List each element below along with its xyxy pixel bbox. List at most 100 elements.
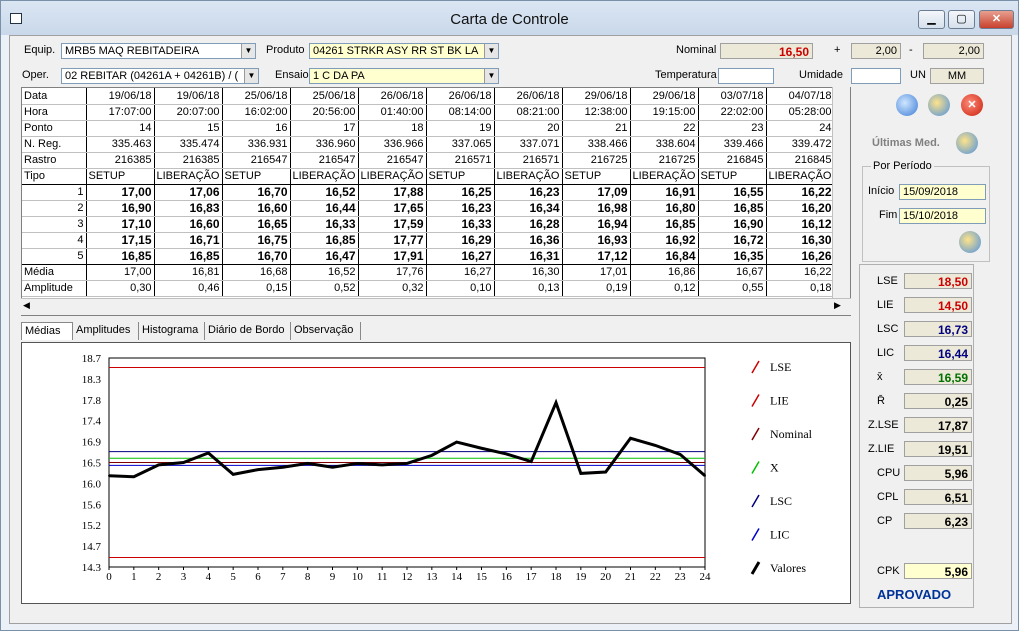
table-cell[interactable]: 335.474 xyxy=(154,136,223,153)
table-cell[interactable]: 16,28 xyxy=(494,216,563,233)
table-cell[interactable]: 339.466 xyxy=(698,136,767,153)
equip-select[interactable]: MRB5 MAQ REBITADEIRA ▼ xyxy=(61,43,256,59)
table-cell[interactable]: 16,85 xyxy=(698,200,767,217)
table-cell[interactable]: 216725 xyxy=(630,152,699,169)
table-cell[interactable]: 16,27 xyxy=(426,264,495,281)
table-cell[interactable]: 16,71 xyxy=(154,232,223,249)
produto-select[interactable]: 04261 STRKR ASY RR ST BK LA ▼ xyxy=(309,43,499,59)
table-cell[interactable]: 19/06/18 xyxy=(154,88,223,105)
table-cell[interactable]: SETUP xyxy=(698,168,767,185)
table-cell[interactable]: 21 xyxy=(562,120,631,137)
table-cell[interactable]: 05:28:00 xyxy=(766,104,835,121)
table-cell[interactable]: 17,91 xyxy=(358,248,427,265)
data-grid[interactable]: Data 19/06/18 19/06/18 25/06/18 25/06/18 26/0… xyxy=(21,87,851,316)
table-cell[interactable]: 16,80 xyxy=(630,200,699,217)
table-cell[interactable]: 01:40:00 xyxy=(358,104,427,121)
table-cell[interactable]: 14 xyxy=(86,120,155,137)
table-cell[interactable]: 336.960 xyxy=(290,136,359,153)
table-cell[interactable]: 15 xyxy=(154,120,223,137)
tab-1[interactable]: Amplitudes xyxy=(73,322,139,340)
table-cell[interactable]: LIBERAÇÃO xyxy=(290,168,359,185)
table-cell[interactable]: 0,55 xyxy=(698,280,767,297)
table-cell[interactable]: 0,18 xyxy=(766,280,835,297)
table-cell[interactable]: LIBERAÇÃO xyxy=(766,168,835,185)
print-icon[interactable] xyxy=(896,94,918,116)
table-cell[interactable]: 16,70 xyxy=(222,184,291,201)
table-cell[interactable]: 17,06 xyxy=(154,184,223,201)
table-cell[interactable]: 16,33 xyxy=(290,216,359,233)
close-button[interactable]: ✕ xyxy=(979,10,1014,29)
table-cell[interactable]: 16,83 xyxy=(154,200,223,217)
table-cell[interactable]: 0,10 xyxy=(426,280,495,297)
maximize-button[interactable]: ▢ xyxy=(948,10,975,29)
cancel-icon[interactable]: ✕ xyxy=(961,94,983,116)
table-cell[interactable]: 29/06/18 xyxy=(630,88,699,105)
table-cell[interactable]: 16,67 xyxy=(698,264,767,281)
table-cell[interactable]: 22 xyxy=(630,120,699,137)
table-cell[interactable]: 16,60 xyxy=(154,216,223,233)
table-cell[interactable]: 16,86 xyxy=(630,264,699,281)
table-cell[interactable]: 16:02:00 xyxy=(222,104,291,121)
table-cell[interactable]: 16,91 xyxy=(630,184,699,201)
table-cell[interactable]: 336.966 xyxy=(358,136,427,153)
table-cell[interactable]: 16,85 xyxy=(290,232,359,249)
table-cell[interactable]: 16,85 xyxy=(154,248,223,265)
tab-4[interactable]: Observação xyxy=(291,322,361,340)
table-cell[interactable]: 18 xyxy=(358,120,427,137)
table-cell[interactable]: 17,10 xyxy=(86,216,155,233)
table-cell[interactable]: 29/06/18 xyxy=(562,88,631,105)
table-cell[interactable]: 25/06/18 xyxy=(222,88,291,105)
table-cell[interactable]: 16,31 xyxy=(494,248,563,265)
table-cell[interactable]: 16,84 xyxy=(630,248,699,265)
table-cell[interactable]: 216385 xyxy=(86,152,155,169)
table-cell[interactable]: 216845 xyxy=(698,152,767,169)
table-cell[interactable]: 0,46 xyxy=(154,280,223,297)
table-cell[interactable]: 216725 xyxy=(562,152,631,169)
table-cell[interactable]: 16,22 xyxy=(766,264,835,281)
table-cell[interactable]: 0,32 xyxy=(358,280,427,297)
table-cell[interactable]: 16,34 xyxy=(494,200,563,217)
table-cell[interactable]: 25/06/18 xyxy=(290,88,359,105)
table-cell[interactable]: 16,94 xyxy=(562,216,631,233)
table-cell[interactable]: 16,25 xyxy=(426,184,495,201)
table-cell[interactable]: 16,33 xyxy=(426,216,495,233)
table-cell[interactable]: LIBERAÇÃO xyxy=(154,168,223,185)
table-cell[interactable]: SETUP xyxy=(86,168,155,185)
table-cell[interactable]: 16,36 xyxy=(494,232,563,249)
table-cell[interactable]: 216571 xyxy=(426,152,495,169)
table-cell[interactable]: LIBERAÇÃO xyxy=(630,168,699,185)
table-cell[interactable]: LIBERAÇÃO xyxy=(494,168,563,185)
table-cell[interactable]: 16,35 xyxy=(698,248,767,265)
table-cell[interactable]: 338.604 xyxy=(630,136,699,153)
table-cell[interactable]: 12:38:00 xyxy=(562,104,631,121)
table-cell[interactable]: 0,12 xyxy=(630,280,699,297)
scroll-right-icon[interactable]: ▶ xyxy=(834,300,841,310)
table-cell[interactable]: 16,29 xyxy=(426,232,495,249)
table-cell[interactable]: SETUP xyxy=(562,168,631,185)
table-cell[interactable]: 20:07:00 xyxy=(154,104,223,121)
table-cell[interactable]: 16,22 xyxy=(766,184,835,201)
table-cell[interactable]: 337.071 xyxy=(494,136,563,153)
table-cell[interactable]: 16,23 xyxy=(426,200,495,217)
table-cell[interactable]: 16,70 xyxy=(222,248,291,265)
table-cell[interactable]: 23 xyxy=(698,120,767,137)
table-cell[interactable]: 17,65 xyxy=(358,200,427,217)
table-cell[interactable]: 20 xyxy=(494,120,563,137)
tab-2[interactable]: Histograma xyxy=(139,322,205,340)
table-cell[interactable]: 16,65 xyxy=(222,216,291,233)
table-cell[interactable]: 16,98 xyxy=(562,200,631,217)
table-cell[interactable]: 17,12 xyxy=(562,248,631,265)
table-cell[interactable]: 339.472 xyxy=(766,136,835,153)
table-cell[interactable]: 16,27 xyxy=(426,248,495,265)
table-cell[interactable]: 0,13 xyxy=(494,280,563,297)
table-cell[interactable]: 16,20 xyxy=(766,200,835,217)
table-cell[interactable]: 16,92 xyxy=(630,232,699,249)
oper-select[interactable]: 02 REBITAR (04261A + 04261B) / (▼ xyxy=(61,68,259,84)
table-cell[interactable]: 16,85 xyxy=(86,248,155,265)
refresh-icon[interactable] xyxy=(928,94,950,116)
vertical-scrollbar[interactable] xyxy=(832,87,850,298)
table-cell[interactable]: SETUP xyxy=(426,168,495,185)
table-cell[interactable]: 22:02:00 xyxy=(698,104,767,121)
table-cell[interactable]: 08:21:00 xyxy=(494,104,563,121)
table-cell[interactable]: 16,90 xyxy=(86,200,155,217)
